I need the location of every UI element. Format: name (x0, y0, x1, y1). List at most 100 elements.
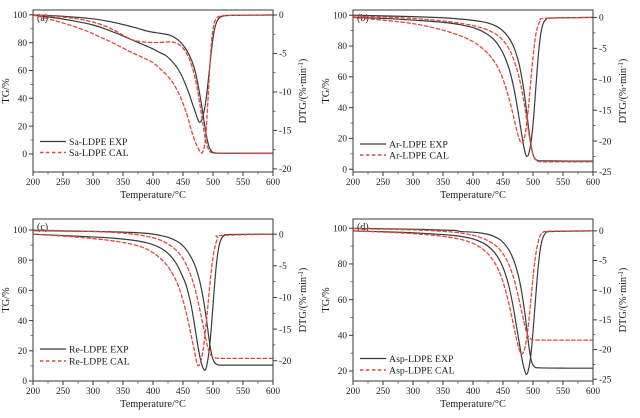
left-tick-label: 80 (18, 256, 28, 266)
panel-tag: (b) (357, 13, 369, 24)
left-tick-label: 40 (18, 317, 28, 327)
legend-item: Asp-LDPE EXP (360, 354, 454, 365)
legend-label: Sa-LDPE CAL (69, 148, 129, 159)
left-tick-label: 60 (338, 296, 348, 306)
curve-ar-ldpe-cal-dtg (353, 16, 593, 144)
x-tick-label: 550 (236, 387, 250, 397)
x-tick-label: 550 (556, 178, 570, 188)
x-axis-title: Temperature/°C (440, 190, 506, 201)
legend-label: Ar-LDPE EXP (389, 139, 448, 150)
x-tick-label: 350 (116, 178, 130, 188)
x-axis-title: Temperature/°C (440, 399, 506, 410)
legend-label: Asp-LDPE EXP (389, 354, 454, 365)
x-axis-title: Temperature/°C (120, 190, 186, 201)
left-tick-label: 40 (18, 95, 28, 105)
x-tick-label: 600 (266, 178, 280, 188)
right-tick-label: -15 (279, 325, 292, 335)
left-tick-labels: 0 20 40 60 80 100 (333, 11, 347, 175)
y-axis-left-title: TG/% (1, 78, 12, 104)
x-tick-label: 300 (406, 387, 420, 397)
y-axis-left-title: TG/% (1, 287, 12, 313)
y-axis-right-title: DTG/(%·min-1) (617, 59, 629, 124)
right-tick-label: 0 (599, 227, 604, 237)
x-tick-label: 300 (86, 387, 100, 397)
x-tick-label: 250 (376, 387, 390, 397)
left-tick-labels: 0 20 40 60 80 100 (13, 11, 27, 160)
y-axis-right (273, 233, 277, 362)
left-tick-label: 20 (18, 122, 28, 132)
right-tick-labels: 0 -5 -10 -15 -20 (279, 11, 292, 175)
right-tick-label: -5 (599, 257, 607, 267)
x-tick-label: 400 (466, 387, 480, 397)
left-tick-label: 80 (338, 42, 348, 52)
panel-tag: (c) (37, 222, 48, 233)
left-tick-label: 40 (338, 104, 348, 114)
x-tick-label: 350 (436, 178, 450, 188)
x-tick-label: 600 (586, 178, 600, 188)
y-axis-right-title: DTG/(%·min-1) (297, 268, 309, 333)
x-axis (352, 172, 594, 176)
left-tick-label: 80 (18, 39, 28, 49)
curve-ar-ldpe-exp-dtg (353, 16, 593, 158)
x-tick-label: 300 (406, 178, 420, 188)
right-tick-label: 0 (279, 11, 284, 21)
x-tick-label: 250 (56, 178, 70, 188)
panel-d-chart: 200 250 300 350 400 450 500 550 600Temperature/°… (321, 218, 629, 410)
y-axis-right (593, 16, 597, 173)
y-axis-right-title: DTG/(%·min-1) (617, 268, 629, 333)
right-tick-labels: 0 -5 -10 -15 -20 -25 (599, 14, 612, 179)
x-axis-title: Temperature/°C (120, 399, 186, 410)
x-tick-label: 550 (236, 178, 250, 188)
left-tick-label: 100 (333, 11, 347, 21)
legend-label: Ar-LDPE CAL (389, 150, 449, 161)
right-tick-label: 0 (599, 14, 604, 24)
y-axis-right-title: DTG/(%·min-1) (297, 59, 309, 124)
curve-re-ldpe-exp-tg (33, 230, 273, 366)
legend-label: Sa-LDPE EXP (69, 137, 128, 148)
left-tick-label: 20 (18, 347, 28, 357)
left-tick-label: 60 (18, 67, 28, 77)
x-tick-label: 350 (116, 387, 130, 397)
x-tick-label: 200 (346, 178, 360, 188)
x-tick-labels: 200 250 300 350 400 450 500 550 600 (346, 387, 600, 397)
legend-item: Ar-LDPE EXP (360, 139, 448, 150)
x-tick-label: 400 (466, 178, 480, 188)
x-tick-label: 400 (146, 387, 160, 397)
y-axis-right (593, 230, 597, 380)
right-tick-label: -15 (279, 127, 292, 137)
panel-c-chart: 200 250 300 350 400 450 500 550 600Temperature/°… (1, 218, 309, 410)
left-tick-label: 40 (338, 332, 348, 342)
right-tick-label: -10 (599, 75, 612, 85)
x-tick-label: 200 (26, 178, 40, 188)
legend-item: Re-LDPE CAL (40, 356, 130, 367)
x-tick-label: 450 (496, 387, 510, 397)
left-tick-labels: 0 20 40 60 80 100 (13, 226, 27, 387)
y-axis-left-title: TG/% (321, 287, 332, 313)
panel-a-chart: 200 250 300 350 400 450 500 550 600Temperature/°… (1, 9, 309, 201)
right-tick-label: -10 (279, 88, 292, 98)
legend-item: Sa-LDPE EXP (40, 137, 128, 148)
right-tick-label: 0 (279, 230, 284, 240)
right-tick-labels: 0 -5 -10 -15 -20 (279, 230, 292, 367)
y-axis-left (29, 229, 33, 382)
legend-item: Sa-LDPE CAL (40, 148, 129, 159)
x-tick-label: 600 (266, 387, 280, 397)
x-tick-label: 500 (526, 178, 540, 188)
panel-b-chart: 200 250 300 350 400 450 500 550 600Temperature/°… (321, 9, 629, 201)
x-tick-label: 500 (206, 387, 220, 397)
legend-item: Re-LDPE EXP (40, 344, 129, 355)
left-tick-label: 0 (22, 377, 27, 387)
x-tick-label: 200 (346, 387, 360, 397)
curve-asp-ldpe-exp-tg (353, 227, 593, 369)
x-tick-label: 450 (176, 178, 190, 188)
legend-item: Ar-LDPE CAL (360, 150, 449, 161)
right-tick-label: -10 (599, 286, 612, 296)
right-tick-label: -15 (599, 106, 612, 116)
panel-tag: (a) (37, 13, 48, 24)
left-tick-label: 100 (13, 11, 27, 21)
right-tick-label: -5 (279, 50, 287, 60)
x-tick-labels: 200 250 300 350 400 450 500 550 600 (26, 178, 280, 188)
x-tick-label: 250 (376, 178, 390, 188)
